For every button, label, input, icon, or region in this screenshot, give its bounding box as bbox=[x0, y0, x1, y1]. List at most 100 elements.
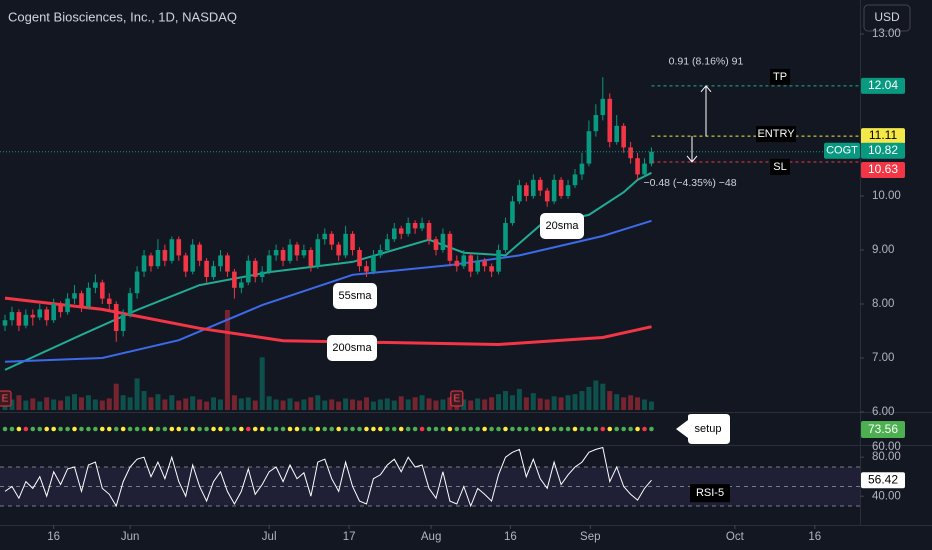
volume-bar bbox=[92, 399, 98, 410]
ma-tag-label: 20sma bbox=[545, 220, 579, 232]
setup-dot bbox=[58, 426, 63, 432]
rsi-badge-label: 56.42 bbox=[868, 472, 898, 486]
candle-body bbox=[93, 282, 98, 288]
candle-body bbox=[65, 298, 70, 313]
setup-dot bbox=[378, 426, 383, 432]
ma-tag bbox=[327, 335, 377, 361]
volume-bar bbox=[628, 395, 634, 410]
setup-dot bbox=[482, 426, 487, 432]
setup-dot bbox=[635, 426, 640, 432]
position-tag-label: TP bbox=[773, 71, 787, 83]
candle-body bbox=[447, 233, 453, 261]
candle-body bbox=[391, 228, 397, 240]
candle-body bbox=[16, 312, 22, 326]
candle-body bbox=[301, 250, 307, 256]
candle-body bbox=[100, 282, 105, 299]
tp-text: 0.91 (8.16%) 91 bbox=[669, 56, 744, 68]
overlay: 13.00 10.00 9.00 8.00 7.00 6.00 16 Jun Jul 17 Aug 1… bbox=[0, 28, 905, 543]
setup-badge-label: 73.56 bbox=[868, 422, 898, 436]
candle-body bbox=[190, 244, 195, 272]
setup-dot bbox=[127, 426, 133, 432]
candle-body bbox=[510, 201, 515, 224]
setup-dot bbox=[72, 426, 77, 432]
currency-label[interactable]: USD bbox=[874, 10, 900, 24]
volume-bar bbox=[217, 399, 223, 410]
volume-bar bbox=[65, 396, 71, 410]
volume-bar bbox=[51, 399, 57, 410]
candle-body bbox=[51, 304, 56, 321]
candle-body bbox=[204, 260, 209, 278]
setup-dot bbox=[266, 426, 272, 432]
volume-bar bbox=[516, 388, 522, 410]
setup-dot bbox=[204, 426, 209, 432]
y-tick-label: 13.00 bbox=[872, 28, 901, 40]
candle-body bbox=[496, 250, 501, 272]
candle-body bbox=[517, 185, 522, 202]
volume-bar bbox=[315, 395, 321, 410]
setup-dot bbox=[44, 426, 50, 432]
candle-body bbox=[593, 115, 599, 132]
setup-dot bbox=[148, 426, 154, 432]
candle-body bbox=[537, 179, 543, 191]
volume-bar bbox=[329, 399, 335, 410]
volume-bar bbox=[419, 395, 425, 410]
tp-arrow bbox=[700, 85, 712, 137]
volume-bar bbox=[565, 395, 571, 410]
setup-dot bbox=[134, 426, 140, 432]
volume-bar bbox=[148, 397, 154, 410]
setup-dot bbox=[287, 426, 293, 432]
entry-badge-label: 11.11 bbox=[869, 128, 898, 142]
volume-bar bbox=[586, 386, 592, 410]
setup-dot bbox=[23, 426, 29, 432]
setup-dot bbox=[211, 426, 216, 432]
setup-dot bbox=[503, 426, 508, 432]
volume-bar bbox=[113, 383, 119, 410]
candle-body bbox=[287, 244, 293, 261]
volume-bar bbox=[489, 397, 495, 410]
candle-body bbox=[259, 271, 265, 278]
candle-body bbox=[635, 158, 640, 175]
tp-badge-label: 12.04 bbox=[868, 78, 898, 92]
candle-body bbox=[134, 271, 140, 294]
volume-bar bbox=[370, 401, 376, 410]
y-tick-label: 9.00 bbox=[872, 244, 894, 256]
x-tick-label: 16 bbox=[808, 531, 821, 543]
candle-body bbox=[294, 244, 300, 256]
volume-bar bbox=[301, 399, 307, 410]
setup-dot bbox=[343, 426, 348, 432]
candle-body bbox=[211, 266, 216, 278]
x-tick-label: Sep bbox=[580, 531, 600, 543]
ma-tag bbox=[540, 213, 584, 239]
candle-body bbox=[9, 312, 15, 321]
setup-dot bbox=[489, 426, 494, 432]
position-tag-label: ENTRY bbox=[757, 128, 795, 140]
ma-tag bbox=[333, 283, 377, 309]
position-tag bbox=[770, 158, 790, 175]
x-tick-label: 16 bbox=[47, 531, 60, 543]
setup-dot bbox=[350, 426, 355, 432]
volume-bar bbox=[509, 395, 515, 410]
candle-body bbox=[586, 131, 592, 164]
volume-bar bbox=[266, 396, 272, 410]
candle-body bbox=[252, 260, 258, 278]
candle-body bbox=[37, 309, 43, 318]
volume-bar bbox=[357, 400, 363, 410]
setup-dot bbox=[280, 426, 286, 432]
candle-body bbox=[475, 260, 480, 272]
candle-body bbox=[489, 266, 494, 272]
setup-dot bbox=[461, 426, 467, 432]
setup-dot bbox=[176, 426, 182, 432]
setup-dot bbox=[572, 426, 578, 432]
volume-bar bbox=[183, 398, 189, 410]
volume-bar bbox=[579, 391, 585, 410]
candle-body bbox=[371, 255, 376, 272]
currency-button[interactable] bbox=[863, 4, 911, 32]
volume-bar bbox=[176, 400, 182, 410]
setup-dot bbox=[273, 426, 279, 432]
candle-body bbox=[426, 223, 432, 240]
candle-body bbox=[378, 250, 383, 256]
setup-dot bbox=[245, 426, 251, 432]
volume-bar bbox=[37, 401, 43, 410]
setup-tag-label: setup bbox=[695, 423, 722, 435]
